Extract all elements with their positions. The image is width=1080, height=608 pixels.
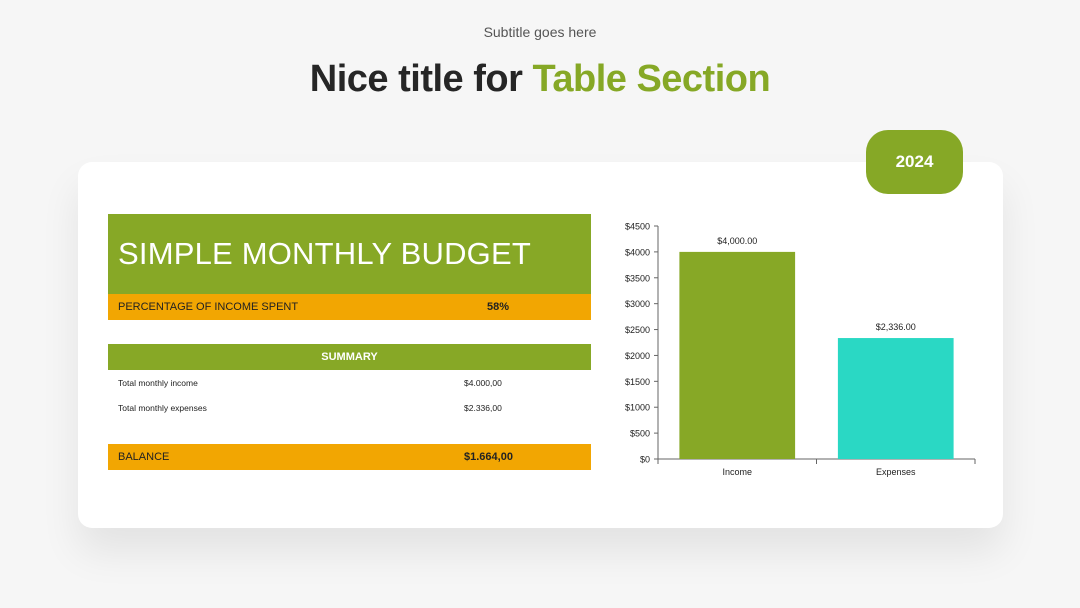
y-tick-label: $2000 (625, 351, 650, 361)
y-tick-label: $3500 (625, 273, 650, 283)
y-tick-label: $0 (640, 455, 650, 465)
y-tick-label: $3000 (625, 299, 650, 309)
y-tick-label: $4000 (625, 247, 650, 257)
bar-income (679, 251, 796, 459)
y-tick-label: $1500 (625, 377, 650, 387)
balance-value: $1.664,00 (464, 451, 513, 463)
y-tick-label: $4500 (625, 222, 650, 232)
summary-header: SUMMARY (108, 344, 591, 370)
summary-row-income: Total monthly income $4.000,00 (108, 370, 591, 395)
percentage-row: PERCENTAGE OF INCOME SPENT 58% (108, 294, 591, 320)
y-tick-label: $1000 (625, 403, 650, 413)
bar-expenses (837, 338, 954, 459)
income-label: Total monthly income (118, 377, 198, 388)
x-tick-label: Expenses (876, 467, 916, 477)
budget-table: SIMPLE MONTHLY BUDGET PERCENTAGE OF INCO… (108, 214, 591, 470)
slide-title: Nice title for Table Section (0, 58, 1080, 101)
percentage-value: 58% (486, 301, 510, 313)
x-tick-label: Income (722, 467, 752, 477)
percentage-label: PERCENTAGE OF INCOME SPENT (118, 301, 299, 313)
y-tick-label: $2500 (625, 325, 650, 335)
balance-label: BALANCE (118, 451, 170, 463)
y-tick-label: $500 (630, 429, 650, 439)
bar-chart-svg: $0 $500 $1000 $1500 $2000 $2500 $3000 $3500 $400… (625, 222, 976, 477)
data-label: $2,336.00 (876, 322, 916, 332)
budget-chart: $0 $500 $1000 $1500 $2000 $2500 $3000 $3500 $400… (600, 214, 990, 494)
balance-row: BALANCE $1.664,00 (108, 444, 591, 470)
title-main: Nice title for (309, 58, 533, 100)
data-label: $4,000.00 (717, 236, 757, 246)
expenses-value: $2.336,00 (464, 402, 502, 413)
expenses-label: Total monthly expenses (118, 402, 207, 413)
income-value: $4.000,00 (464, 377, 502, 388)
budget-title: SIMPLE MONTHLY BUDGET (108, 214, 591, 294)
slide-subtitle: Subtitle goes here (483, 24, 597, 40)
summary-row-expenses: Total monthly expenses $2.336,00 (108, 395, 591, 420)
title-accent: Table Section (532, 58, 771, 100)
year-badge: 2024 (866, 130, 963, 194)
